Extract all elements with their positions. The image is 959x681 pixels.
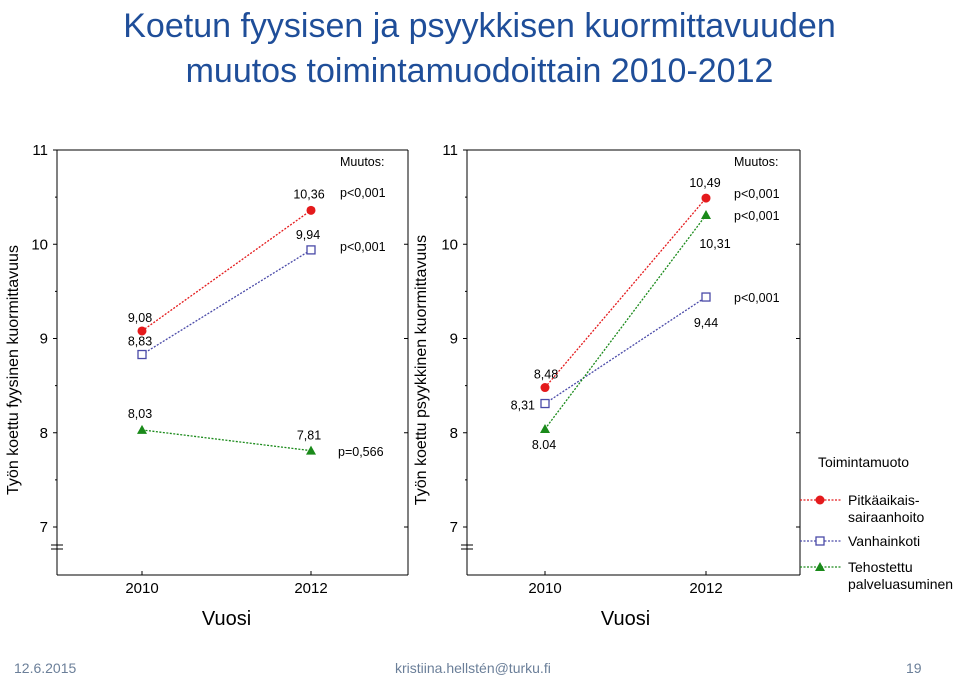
data-point-square [701,292,711,302]
y-tick-label: 8 [40,425,48,442]
data-point-square [137,349,147,360]
p-value-label: p<0,001 [734,209,780,223]
series-line-square [141,249,312,356]
footer-email: kristiina.hellstén@turku.fi [395,660,551,676]
muutos-label: Muutos: [340,155,384,169]
data-point-circle [540,383,550,393]
x-tick-label: 2010 [528,580,561,597]
chart-1: 7 8 9 10 11 2010 2012 Vuosi Työn koettu fyysinen… [5,142,409,630]
legend-label: palveluasuminen [848,576,953,592]
footer-date: 12.6.2015 [14,660,77,676]
legend-marker-triangle [815,562,825,571]
data-point-circle [701,193,711,203]
y-axis-label: Työn koettu fyysinen kuormittavuus [5,245,22,495]
x-axis-label: Vuosi [202,608,251,630]
chart-2: 7 8 9 10 11 2010 2012 Vuosi Työn koettu psyykkin… [413,142,801,630]
data-label: 8,31 [511,399,535,413]
muutos-label: Muutos: [734,155,778,169]
p-value-label: p<0,001 [340,240,386,254]
data-label: 9,94 [296,228,320,242]
footer-page-number: 19 [906,660,922,676]
data-point-circle [137,326,147,336]
data-label: 8.04 [532,438,556,452]
y-tick-label: 8 [450,425,458,442]
page-title: Koetun fyysisen ja psyykkisen kuormittav… [0,4,959,94]
y-tick-label: 9 [40,331,48,348]
p-value-label: p<0,001 [734,291,780,305]
data-label: 9,08 [128,311,152,325]
data-point-triangle [137,424,147,434]
data-label: 10,49 [689,176,720,190]
data-label: 8,48 [534,368,558,382]
x-tick-label: 2012 [294,580,327,597]
y-axis-label: Työn koettu psyykkinen kuormittavuus [413,235,430,505]
p-value-label: p<0,001 [734,187,780,201]
data-point-triangle [701,210,711,220]
legend-marker-square [815,536,825,546]
y-tick-label: 11 [32,142,48,159]
title-line-1: Koetun fyysisen ja psyykkisen kuormittav… [123,7,836,45]
data-label: 8,83 [128,335,152,349]
data-point-square [306,245,316,255]
legend-marker-circle [815,495,825,505]
legend: Toimintamuoto Pitkäaikais-sairaanhoito Van… [800,454,953,592]
y-tick-label: 10 [441,236,458,253]
data-point-triangle [540,423,550,433]
legend-label: Pitkäaikais- [848,492,920,508]
series-line-circle [141,209,312,332]
y-tick-label: 9 [450,331,458,348]
x-tick-label: 2012 [689,580,722,597]
legend-label: Tehostettu [848,559,913,575]
data-point-square [540,398,550,409]
y-tick-label: 11 [442,142,458,159]
series-line-square [544,296,707,405]
legend-label: Vanhainkoti [848,533,920,549]
x-tick-label: 2010 [125,580,158,597]
p-value-label: p=0,566 [338,445,384,459]
legend-label: sairaanhoito [848,509,924,525]
y-tick-label: 7 [450,519,458,536]
data-point-circle [306,205,316,215]
series-line-triangle [141,429,312,452]
data-label: 10,36 [293,187,324,201]
y-tick-label: 10 [31,236,48,253]
data-point-triangle [306,445,316,455]
data-label: 7,81 [297,429,321,443]
series-line-circle [544,197,707,388]
legend-title: Toimintamuoto [818,454,909,470]
title-line-2: muutos toimintamuodoittain 2010-2012 [185,52,774,90]
x-axis-label: Vuosi [601,608,650,630]
p-value-label: p<0,001 [340,186,386,200]
series-line-triangle [544,214,707,430]
y-tick-label: 7 [40,519,48,536]
data-label: 8,03 [128,407,152,421]
data-label: 10,31 [699,237,730,251]
data-label: 9,44 [694,316,718,330]
